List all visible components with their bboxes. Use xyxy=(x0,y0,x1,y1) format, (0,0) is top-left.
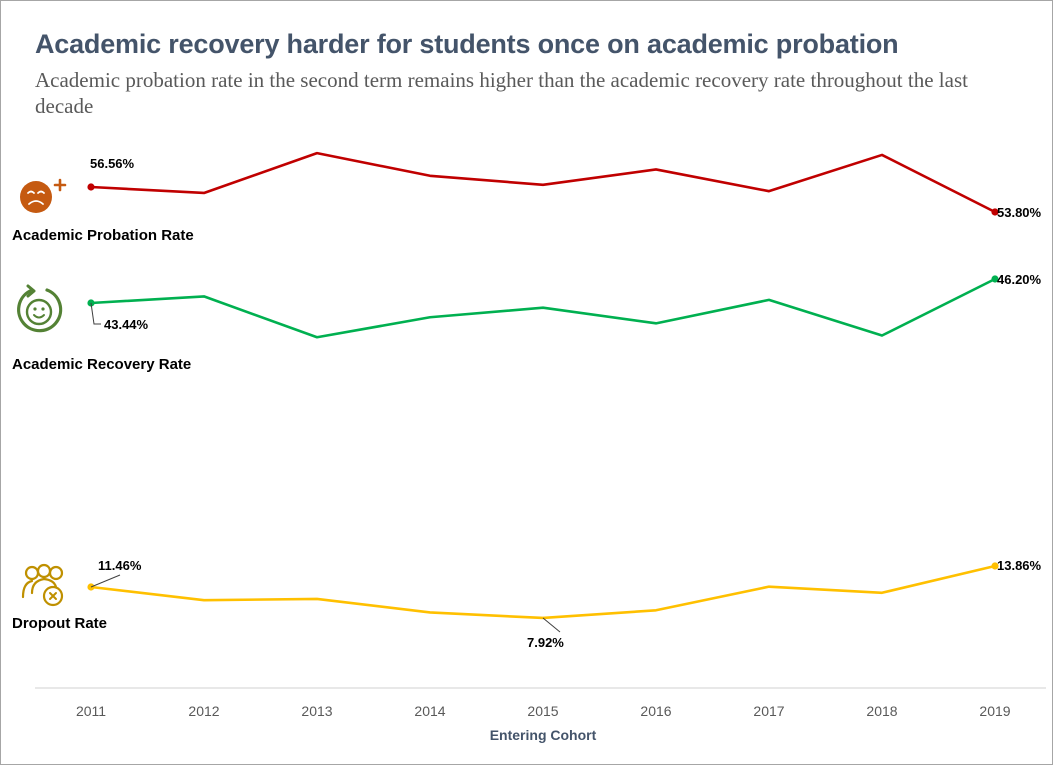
series-academic-recovery-rate: 43.44% 46.20% xyxy=(87,272,1042,339)
x-axis-title: Entering Cohort xyxy=(490,727,597,743)
chart-subtitle: Academic probation rate in the second te… xyxy=(35,68,968,118)
x-tick-label: 2013 xyxy=(301,703,332,719)
data-label: 43.44% xyxy=(104,317,149,332)
data-point-marker xyxy=(991,562,999,570)
x-axis: 2011 2012 2013 2014 2015 2016 2017 2018 2019 Ente… xyxy=(35,687,1046,743)
sad-face-icon xyxy=(20,178,67,213)
series-line xyxy=(90,277,996,339)
data-label: 56.56% xyxy=(90,156,135,171)
x-tick-label: 2012 xyxy=(188,703,219,719)
data-label: 13.86% xyxy=(997,558,1042,573)
x-tick-label: 2015 xyxy=(527,703,558,719)
chart-title: Academic recovery harder for students on… xyxy=(35,29,899,59)
series-label-dropout: Dropout Rate xyxy=(12,615,107,632)
series-label-academic-probation: Academic Probation Rate xyxy=(12,227,194,244)
data-label: 7.92% xyxy=(527,635,564,650)
label-leader-line xyxy=(90,302,101,325)
series-dropout-rate: 11.46% 7.92% 13.86% xyxy=(87,558,1042,650)
data-point-marker xyxy=(87,183,95,191)
recovery-smile-icon xyxy=(17,284,63,333)
x-tick-label: 2018 xyxy=(866,703,897,719)
dropout-group-icon xyxy=(21,563,64,607)
series-layer: 56.56% 53.80% 43.44% 46.20% 11.46% 7.92% 13.86… xyxy=(87,151,1042,650)
data-label: 46.20% xyxy=(997,272,1042,287)
data-label: 11.46% xyxy=(98,558,142,573)
data-point-marker xyxy=(991,275,999,283)
x-tick-label: 2019 xyxy=(979,703,1010,719)
x-tick-label: 2016 xyxy=(640,703,671,719)
x-tick-label: 2017 xyxy=(753,703,784,719)
label-leader-line xyxy=(90,574,121,588)
series-line xyxy=(90,564,996,620)
data-point-marker xyxy=(991,208,999,216)
data-label: 53.80% xyxy=(997,205,1042,220)
label-leader-line xyxy=(542,617,561,633)
series-label-academic-recovery: Academic Recovery Rate xyxy=(12,356,192,373)
series-line xyxy=(90,151,996,214)
x-tick-label: 2011 xyxy=(76,703,106,719)
x-tick-label: 2014 xyxy=(414,703,445,719)
series-academic-probation-rate: 56.56% 53.80% xyxy=(87,151,1042,220)
